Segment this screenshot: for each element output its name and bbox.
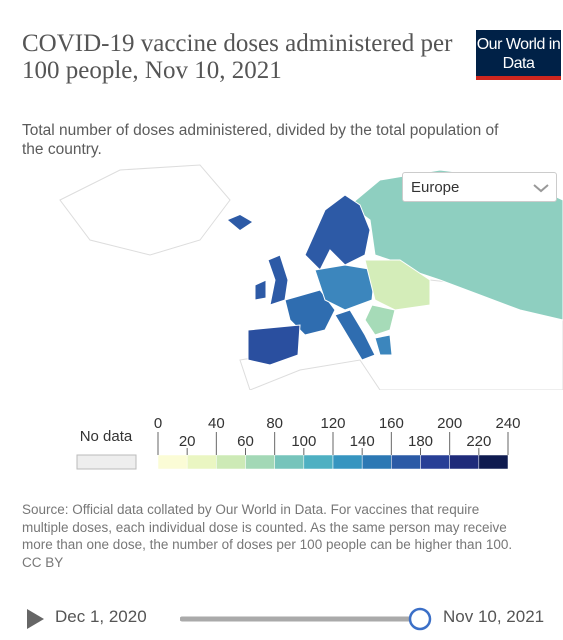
legend-bin xyxy=(245,454,275,470)
end-date: Nov 10, 2021 xyxy=(443,607,545,626)
play-button[interactable] xyxy=(25,608,45,630)
no-data-label: No data xyxy=(80,428,133,445)
chevron xyxy=(533,184,549,193)
title: COVID-19 vaccine doses administered per … xyxy=(22,30,453,84)
legend-bin xyxy=(391,454,421,470)
region-select[interactable]: Europe xyxy=(402,172,557,202)
legend-tick-label: 80 xyxy=(266,415,283,432)
greenland xyxy=(59,164,231,256)
legend-tick-label: 40 xyxy=(208,415,225,432)
slider-knob[interactable] xyxy=(408,607,432,631)
logo[interactable]: Our World in Data xyxy=(476,30,561,80)
legend-bin xyxy=(303,454,334,470)
france xyxy=(284,289,336,336)
legend-tick-label: 100 xyxy=(291,433,316,450)
legend-tick-label: 120 xyxy=(320,415,345,432)
balkans xyxy=(364,304,396,336)
scandinavia xyxy=(304,194,371,271)
italy xyxy=(334,309,376,361)
legend-bin xyxy=(216,454,246,470)
legend-bin xyxy=(478,454,509,470)
iceland xyxy=(228,215,252,230)
eastern-europe xyxy=(364,259,431,311)
legend-bin xyxy=(186,454,217,470)
legend-bin xyxy=(420,454,450,470)
greece xyxy=(374,334,393,356)
legend-tick-label: 140 xyxy=(350,433,375,450)
legend-bin xyxy=(361,454,392,470)
legend-tick-label: 220 xyxy=(466,433,491,450)
iberia xyxy=(247,324,301,366)
legend-bin xyxy=(449,454,480,470)
legend-bin xyxy=(274,454,305,470)
legend-tick-label: 60 xyxy=(237,433,254,450)
legend-tick-label: 180 xyxy=(408,433,433,450)
legend-tick-label: 160 xyxy=(379,415,404,432)
central-europe xyxy=(314,264,376,311)
uk xyxy=(267,254,289,306)
legend-bin xyxy=(332,454,363,470)
legend-tick-label: 240 xyxy=(495,415,520,432)
timeline: Dec 1, 2020 Nov 10, 2021 xyxy=(0,600,563,636)
legend-tick-label: 0 xyxy=(154,415,162,432)
ireland xyxy=(254,279,267,301)
region-label: Europe xyxy=(411,179,460,196)
no-data-swatch xyxy=(76,454,137,470)
map xyxy=(59,164,563,390)
license: CC BY xyxy=(22,554,64,570)
legend-tick-label: 200 xyxy=(437,415,462,432)
start-date: Dec 1, 2020 xyxy=(55,607,147,626)
legend-bin xyxy=(157,454,188,470)
subtitle: Total number of doses administered, divi… xyxy=(22,122,499,158)
slider[interactable] xyxy=(180,606,435,632)
legend-tick-label: 20 xyxy=(179,433,196,450)
russia xyxy=(349,169,563,321)
source-text: Source: Official data collated by Our Wo… xyxy=(22,502,513,552)
source: Source: Official data collated by Our Wo… xyxy=(22,501,522,571)
